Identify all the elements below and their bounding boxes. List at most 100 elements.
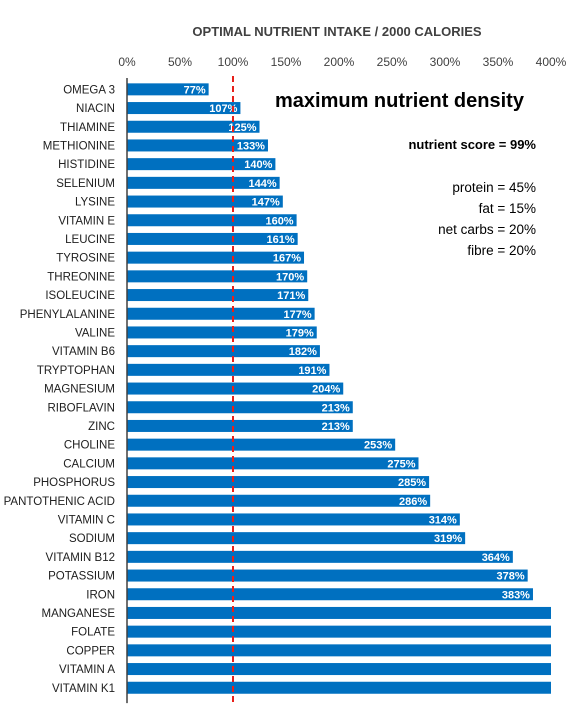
data-label: 191% — [298, 365, 326, 377]
bar-vitamin-c — [127, 513, 460, 526]
category-label: HISTIDINE — [58, 159, 115, 171]
bar-potassium — [127, 569, 528, 582]
data-label: 319% — [434, 533, 462, 545]
data-label: 167% — [273, 253, 301, 265]
category-label: CALCIUM — [63, 458, 115, 470]
data-label: 275% — [387, 458, 415, 470]
category-label: FOLATE — [71, 627, 115, 639]
x-tick-label: 150% — [271, 55, 302, 69]
bar-isoleucine — [127, 289, 309, 302]
data-label: 286% — [399, 496, 427, 508]
category-label: SODIUM — [69, 533, 115, 545]
macro-fibre: fibre = 20% — [467, 243, 536, 258]
bar-pantothenic-acid — [127, 494, 431, 507]
data-label: 213% — [322, 402, 350, 414]
data-label: 125% — [228, 122, 256, 134]
category-label: MAGNESIUM — [44, 384, 115, 396]
category-labels: OMEGA 3 NIACIN THIAMINE METHIONINE HISTIDINE… — [4, 84, 116, 694]
bar-folate — [127, 625, 551, 638]
x-tick-label: 200% — [324, 55, 355, 69]
bar-thiamine — [127, 120, 260, 133]
category-label: PANTOTHENIC ACID — [4, 496, 115, 508]
bars — [127, 83, 551, 694]
bar-phosphorus — [127, 476, 430, 489]
bar-sodium — [127, 532, 466, 545]
data-label: 161% — [267, 234, 295, 246]
category-label: NIACIN — [76, 103, 115, 115]
data-label: 285% — [398, 477, 426, 489]
data-label: 383% — [502, 589, 530, 601]
headline-annotation: maximum nutrient density — [275, 90, 524, 112]
data-label: 171% — [277, 290, 305, 302]
x-tick-label: 300% — [430, 55, 461, 69]
category-label: CHOLINE — [64, 440, 115, 452]
category-label: RIBOFLAVIN — [47, 402, 115, 414]
category-label: VITAMIN B12 — [46, 552, 115, 564]
data-label: 378% — [497, 571, 525, 583]
x-tick-label: 250% — [377, 55, 408, 69]
bar-zinc — [127, 419, 353, 432]
x-axis-ticks: 0% 50% 100% 150% 200% 250% 300% 350% 400% — [118, 55, 566, 69]
data-label: 170% — [276, 271, 304, 283]
category-label: SELENIUM — [56, 178, 115, 190]
data-labels: 77%107% 125% 133% 140% 144% 147% 160% 161% 167% 1… — [184, 84, 531, 601]
category-label: VITAMIN B6 — [52, 346, 115, 358]
data-label: 314% — [429, 514, 457, 526]
bar-vitamin-k1 — [127, 681, 551, 694]
bar-valine — [127, 326, 317, 339]
data-label: 364% — [482, 552, 510, 564]
bar-niacin — [127, 102, 241, 115]
bar-iron — [127, 588, 533, 601]
bar-omega-3 — [127, 83, 209, 96]
bar-phenylalanine — [127, 307, 315, 320]
x-tick-label: 100% — [218, 55, 249, 69]
category-label: THREONINE — [47, 271, 115, 283]
data-label: 182% — [289, 346, 317, 358]
bar-vitamin-a — [127, 663, 551, 676]
category-label: POTASSIUM — [48, 571, 115, 583]
category-label: LYSINE — [75, 197, 115, 209]
bar-calcium — [127, 457, 419, 470]
bar-vitamin-e — [127, 214, 297, 227]
data-label: 144% — [248, 178, 276, 190]
macro-fat: fat = 15% — [478, 201, 536, 216]
bar-leucine — [127, 232, 298, 245]
category-label: COPPER — [66, 645, 115, 657]
bar-histidine — [127, 158, 276, 171]
bar-riboflavin — [127, 401, 353, 414]
data-label: 177% — [283, 309, 311, 321]
macros-annotation: protein = 45% fat = 15% net carbs = 20% … — [438, 177, 536, 261]
nutrient-score-annotation: nutrient score = 99% — [408, 137, 536, 152]
bar-copper — [127, 644, 551, 657]
category-label: MANGANESE — [42, 608, 116, 620]
data-label: 213% — [322, 421, 350, 433]
category-label: ZINC — [88, 421, 115, 433]
bar-threonine — [127, 270, 308, 283]
macro-net-carbs: net carbs = 20% — [438, 222, 536, 237]
data-label: 179% — [286, 327, 314, 339]
bar-magnesium — [127, 382, 344, 395]
bar-choline — [127, 438, 396, 451]
macro-protein: protein = 45% — [452, 180, 536, 195]
data-label: 77% — [184, 84, 206, 96]
x-tick-label: 0% — [118, 55, 136, 69]
data-label: 147% — [252, 197, 280, 209]
category-label: OMEGA 3 — [63, 84, 115, 96]
data-label: 133% — [237, 140, 265, 152]
category-label: VITAMIN E — [58, 215, 115, 227]
bar-selenium — [127, 176, 280, 189]
category-label: PHENYLALANINE — [20, 309, 116, 321]
category-label: TRYPTOPHAN — [37, 365, 115, 377]
data-label: 107% — [209, 103, 237, 115]
category-label: VALINE — [75, 327, 115, 339]
data-label: 140% — [244, 159, 272, 171]
bar-lysine — [127, 195, 283, 208]
bar-tryptophan — [127, 363, 330, 376]
data-label: 253% — [364, 440, 392, 452]
bar-manganese — [127, 606, 551, 619]
category-label: METHIONINE — [43, 140, 116, 152]
x-tick-label: 350% — [483, 55, 514, 69]
bar-vitamin-b6 — [127, 345, 320, 358]
bar-tyrosine — [127, 251, 305, 264]
